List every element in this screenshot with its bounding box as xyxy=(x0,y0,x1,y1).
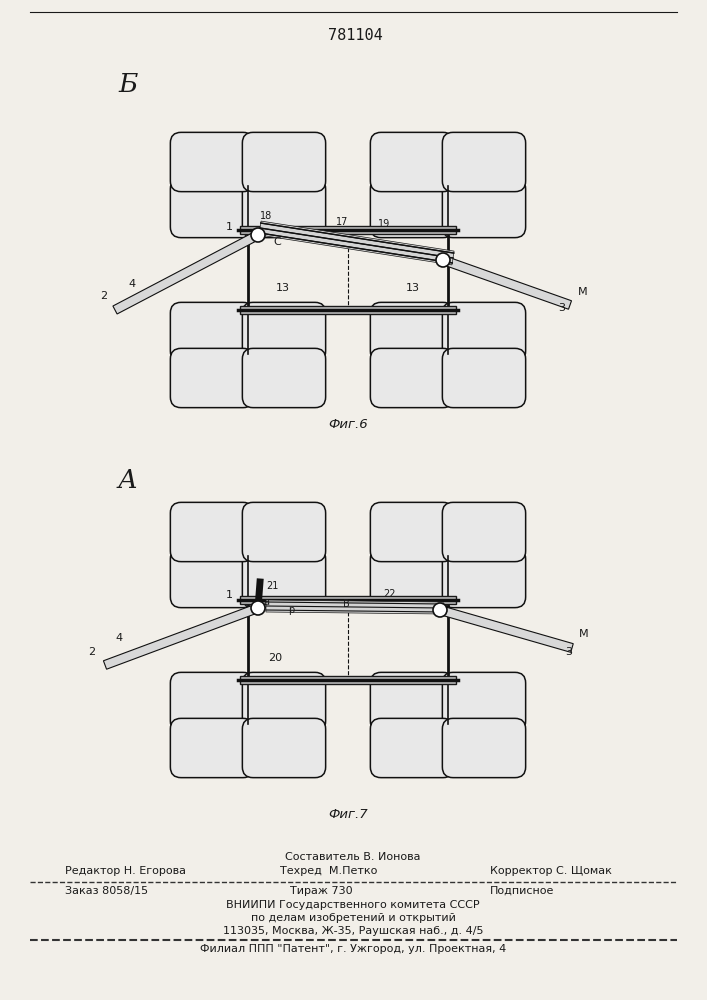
FancyBboxPatch shape xyxy=(443,502,525,562)
FancyBboxPatch shape xyxy=(240,226,456,234)
FancyBboxPatch shape xyxy=(243,302,326,362)
Text: 22: 22 xyxy=(383,589,395,599)
Text: Составитель В. Ионова: Составитель В. Ионова xyxy=(285,852,421,862)
FancyBboxPatch shape xyxy=(240,596,456,604)
FancyBboxPatch shape xyxy=(443,548,525,608)
FancyBboxPatch shape xyxy=(243,548,326,608)
FancyBboxPatch shape xyxy=(443,348,525,408)
FancyBboxPatch shape xyxy=(370,672,454,732)
Text: 4: 4 xyxy=(115,633,122,643)
FancyBboxPatch shape xyxy=(243,132,326,192)
FancyBboxPatch shape xyxy=(170,178,254,238)
FancyBboxPatch shape xyxy=(443,718,525,778)
Text: 2: 2 xyxy=(88,647,95,657)
FancyBboxPatch shape xyxy=(443,132,525,192)
Text: Фиг.7: Фиг.7 xyxy=(328,808,368,821)
Text: 3: 3 xyxy=(565,647,572,657)
Text: Тираж 730: Тираж 730 xyxy=(290,886,353,896)
Text: M: M xyxy=(578,287,588,297)
Text: 21: 21 xyxy=(266,581,279,591)
Circle shape xyxy=(251,601,265,615)
FancyBboxPatch shape xyxy=(243,672,326,732)
FancyBboxPatch shape xyxy=(170,718,254,778)
Text: 1: 1 xyxy=(226,590,233,600)
FancyBboxPatch shape xyxy=(443,672,525,732)
Text: А: А xyxy=(118,468,138,493)
Text: Б: Б xyxy=(118,72,137,97)
Text: Редактор Н. Егорова: Редактор Н. Егорова xyxy=(65,866,186,876)
FancyBboxPatch shape xyxy=(443,178,525,238)
FancyBboxPatch shape xyxy=(370,178,454,238)
FancyBboxPatch shape xyxy=(170,672,254,732)
Text: 20: 20 xyxy=(268,653,282,663)
Text: Техред  М.Петко: Техред М.Петко xyxy=(280,866,378,876)
FancyBboxPatch shape xyxy=(170,302,254,362)
Text: по делам изобретений и открытий: по делам изобретений и открытий xyxy=(250,913,455,923)
FancyBboxPatch shape xyxy=(243,502,326,562)
FancyBboxPatch shape xyxy=(370,302,454,362)
Circle shape xyxy=(433,603,447,617)
Text: 13: 13 xyxy=(406,283,420,293)
Text: M: M xyxy=(579,629,589,639)
Text: р: р xyxy=(288,605,294,615)
Text: 1: 1 xyxy=(226,222,233,232)
FancyBboxPatch shape xyxy=(170,348,254,408)
Text: 19: 19 xyxy=(378,219,390,229)
Polygon shape xyxy=(439,606,573,652)
FancyBboxPatch shape xyxy=(170,132,254,192)
FancyBboxPatch shape xyxy=(243,348,326,408)
FancyBboxPatch shape xyxy=(243,178,326,238)
Text: Фиг.6: Фиг.6 xyxy=(328,418,368,431)
FancyBboxPatch shape xyxy=(370,718,454,778)
Text: 113035, Москва, Ж-35, Раушская наб., д. 4/5: 113035, Москва, Ж-35, Раушская наб., д. … xyxy=(223,926,484,936)
FancyBboxPatch shape xyxy=(370,348,454,408)
Text: Корректор С. Щомак: Корректор С. Щомак xyxy=(490,866,612,876)
FancyBboxPatch shape xyxy=(370,548,454,608)
Text: 4: 4 xyxy=(128,279,135,289)
Polygon shape xyxy=(103,604,259,669)
Polygon shape xyxy=(441,256,571,309)
FancyBboxPatch shape xyxy=(240,676,456,684)
Text: а: а xyxy=(263,597,269,607)
Text: 17: 17 xyxy=(336,217,349,227)
Text: ВНИИПИ Государственного комитета СССР: ВНИИПИ Государственного комитета СССР xyxy=(226,900,480,910)
Text: Заказ 8058/15: Заказ 8058/15 xyxy=(65,886,148,896)
Text: В: В xyxy=(343,599,350,609)
Polygon shape xyxy=(113,231,260,314)
Polygon shape xyxy=(259,221,454,265)
Text: Филиал ППП "Патент", г. Ужгород, ул. Проектная, 4: Филиал ППП "Патент", г. Ужгород, ул. Про… xyxy=(200,944,506,954)
Circle shape xyxy=(436,253,450,267)
Text: С: С xyxy=(273,237,281,247)
FancyBboxPatch shape xyxy=(170,548,254,608)
FancyBboxPatch shape xyxy=(370,502,454,562)
Text: 13: 13 xyxy=(276,283,290,293)
Text: 18: 18 xyxy=(260,211,272,221)
Text: 2: 2 xyxy=(100,291,107,301)
FancyBboxPatch shape xyxy=(243,718,326,778)
FancyBboxPatch shape xyxy=(370,132,454,192)
Text: Подписное: Подписное xyxy=(490,886,554,896)
Polygon shape xyxy=(266,600,443,614)
Text: 3: 3 xyxy=(558,303,565,313)
Circle shape xyxy=(251,228,265,242)
FancyBboxPatch shape xyxy=(443,302,525,362)
FancyBboxPatch shape xyxy=(170,502,254,562)
FancyBboxPatch shape xyxy=(240,306,456,314)
Text: 781104: 781104 xyxy=(327,28,382,43)
